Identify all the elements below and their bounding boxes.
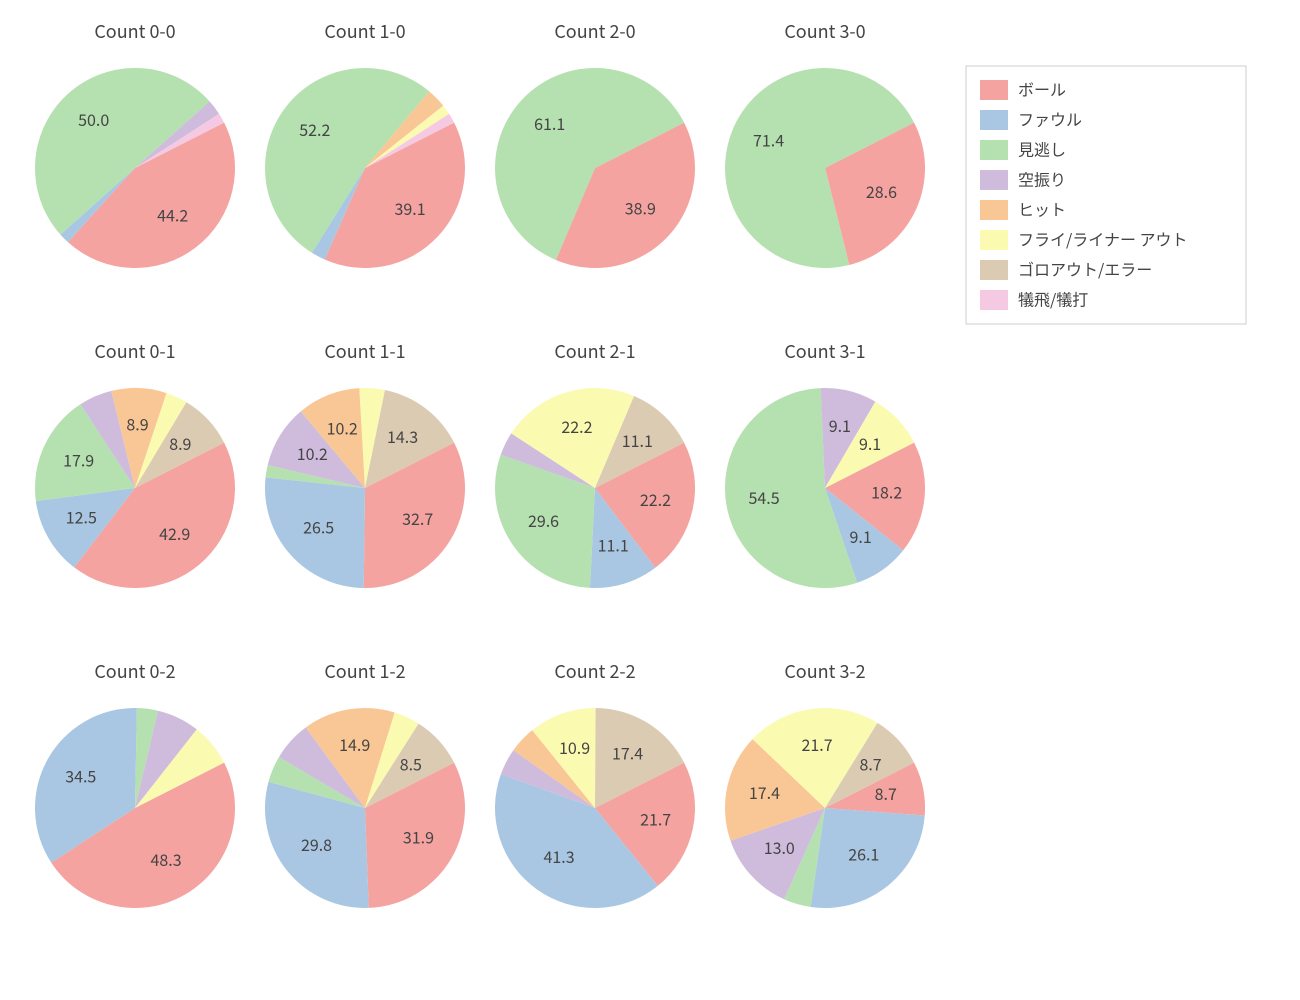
chart-title: Count 2-2 (554, 658, 635, 684)
chart-svg: Count 0-0 44.2 50.0 Count 1-0 39.1 52.2 Count … (0, 0, 1300, 1000)
chart-title: Count 0-1 (94, 338, 175, 364)
legend-label-swing: 空振り (1018, 166, 1066, 190)
slice-label: 8.9 (169, 431, 191, 455)
legend-swatch-hit (980, 200, 1008, 220)
slice-label: 61.1 (534, 111, 565, 135)
slice-label: 41.3 (543, 844, 574, 868)
slice-label: 44.2 (157, 203, 188, 227)
slice-label: 17.9 (63, 447, 94, 471)
chart-title: Count 2-1 (554, 338, 635, 364)
slice-label: 48.3 (151, 847, 182, 871)
slice-label: 29.6 (528, 508, 559, 532)
slice-label: 13.0 (764, 835, 795, 859)
legend-label-hit: ヒット (1018, 196, 1066, 220)
slice-label: 26.5 (303, 514, 334, 538)
slice-label: 10.2 (327, 416, 358, 440)
slice-label: 50.0 (78, 107, 109, 131)
slice-label: 14.9 (339, 732, 370, 756)
chart-title: Count 3-1 (784, 338, 865, 364)
slice-label: 22.2 (640, 487, 671, 511)
chart-title: Count 1-1 (324, 338, 405, 364)
slice-label: 29.8 (301, 832, 332, 856)
slice-label: 17.4 (749, 780, 780, 804)
legend-swatch-fly (980, 230, 1008, 250)
slice-label: 8.5 (400, 752, 422, 776)
slice-label: 39.1 (395, 196, 426, 220)
slice-label: 32.7 (402, 506, 433, 530)
legend-swatch-swing (980, 170, 1008, 190)
chart-title: Count 0-0 (94, 18, 175, 44)
slice-label: 34.5 (65, 763, 96, 787)
slice-label: 38.9 (625, 196, 656, 220)
slice-label: 14.3 (387, 424, 418, 448)
slice-label: 8.9 (126, 411, 148, 435)
legend-swatch-look (980, 140, 1008, 160)
legend-swatch-sac (980, 290, 1008, 310)
slice-label: 21.7 (640, 806, 671, 830)
legend-swatch-foul (980, 110, 1008, 130)
slice-label: 10.9 (559, 735, 590, 759)
chart-title: Count 1-2 (324, 658, 405, 684)
slice-label: 31.9 (403, 825, 434, 849)
chart-title: Count 3-0 (784, 18, 865, 44)
legend-label-ground: ゴロアウト/エラー (1018, 256, 1152, 280)
slice-label: 9.1 (850, 524, 872, 548)
legend-label-ball: ボール (1018, 76, 1066, 100)
slice-label: 12.5 (66, 504, 97, 528)
slice-label: 21.7 (801, 732, 832, 756)
chart-title: Count 1-0 (324, 18, 405, 44)
legend-box (966, 66, 1246, 324)
slice-label: 9.1 (859, 431, 881, 455)
slice-label: 26.1 (848, 842, 879, 866)
slice-label: 11.1 (598, 533, 629, 557)
slice-label: 28.6 (866, 179, 897, 203)
legend-label-foul: ファウル (1018, 106, 1082, 130)
legend-swatch-ground (980, 260, 1008, 280)
slice-label: 71.4 (753, 128, 784, 152)
slice-label: 8.7 (859, 751, 881, 775)
chart-title: Count 2-0 (554, 18, 635, 44)
legend-label-sac: 犠飛/犠打 (1018, 286, 1088, 310)
legend-swatch-ball (980, 80, 1008, 100)
chart-title: Count 3-2 (784, 658, 865, 684)
slice-label: 42.9 (159, 521, 190, 545)
slice-label: 52.2 (299, 117, 330, 141)
slice-label: 8.7 (875, 781, 897, 805)
chart-title: Count 0-2 (94, 658, 175, 684)
legend-label-look: 見逃し (1018, 136, 1066, 160)
slice-label: 10.2 (297, 441, 328, 465)
slice-label: 9.1 (829, 413, 851, 437)
slice-label: 18.2 (871, 480, 902, 504)
slice-label: 11.1 (622, 428, 653, 452)
slice-label: 54.5 (749, 485, 780, 509)
slice-label: 22.2 (561, 414, 592, 438)
chart-grid: Count 0-0 44.2 50.0 Count 1-0 39.1 52.2 Count … (0, 0, 1300, 1000)
slice-label: 17.4 (612, 741, 643, 765)
legend-label-fly: フライ/ライナー アウト (1018, 226, 1188, 250)
